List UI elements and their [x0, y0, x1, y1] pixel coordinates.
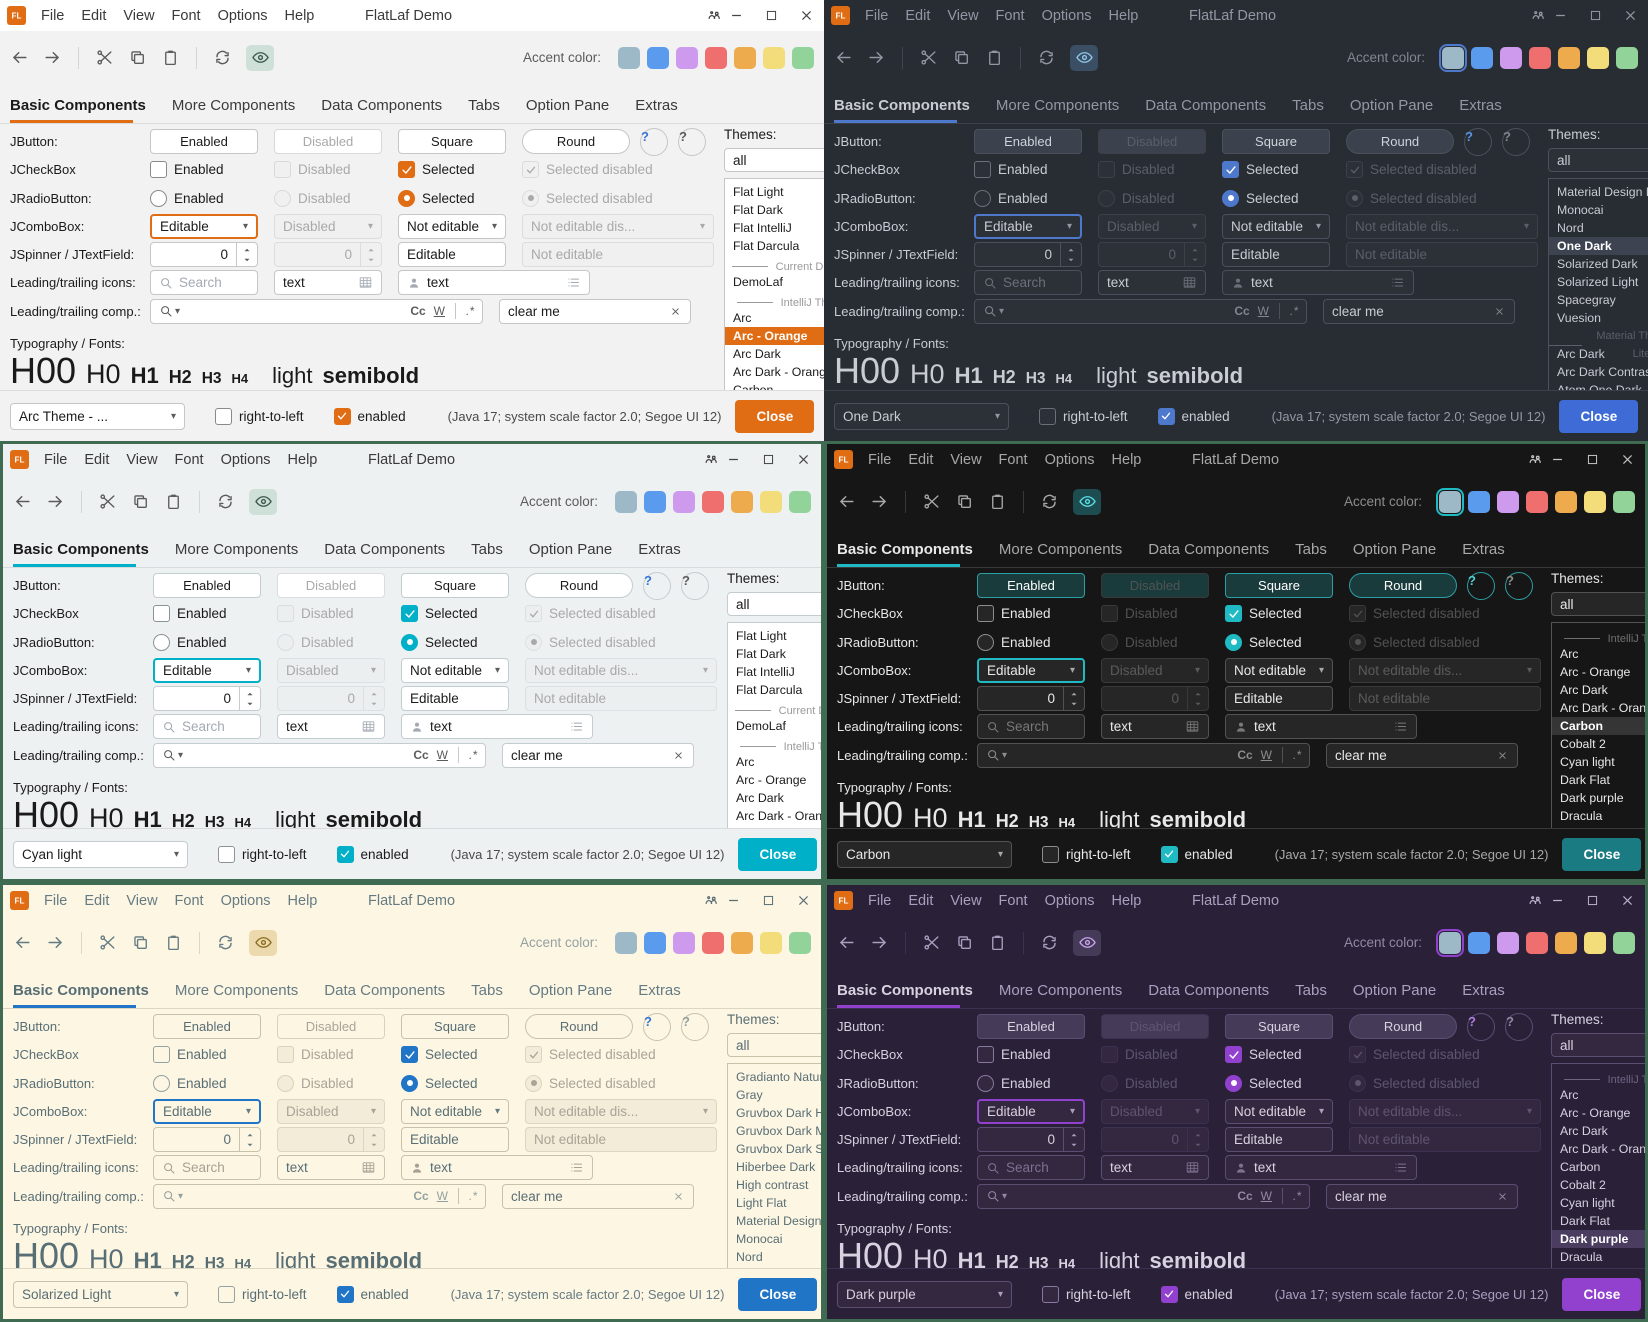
svg-text:FL: FL — [12, 12, 22, 21]
svg-text:FL: FL — [839, 456, 849, 465]
svg-text:FL: FL — [836, 12, 846, 21]
svg-text:FL: FL — [15, 456, 25, 465]
svg-text:FL: FL — [839, 897, 849, 906]
svg-text:FL: FL — [15, 897, 25, 906]
